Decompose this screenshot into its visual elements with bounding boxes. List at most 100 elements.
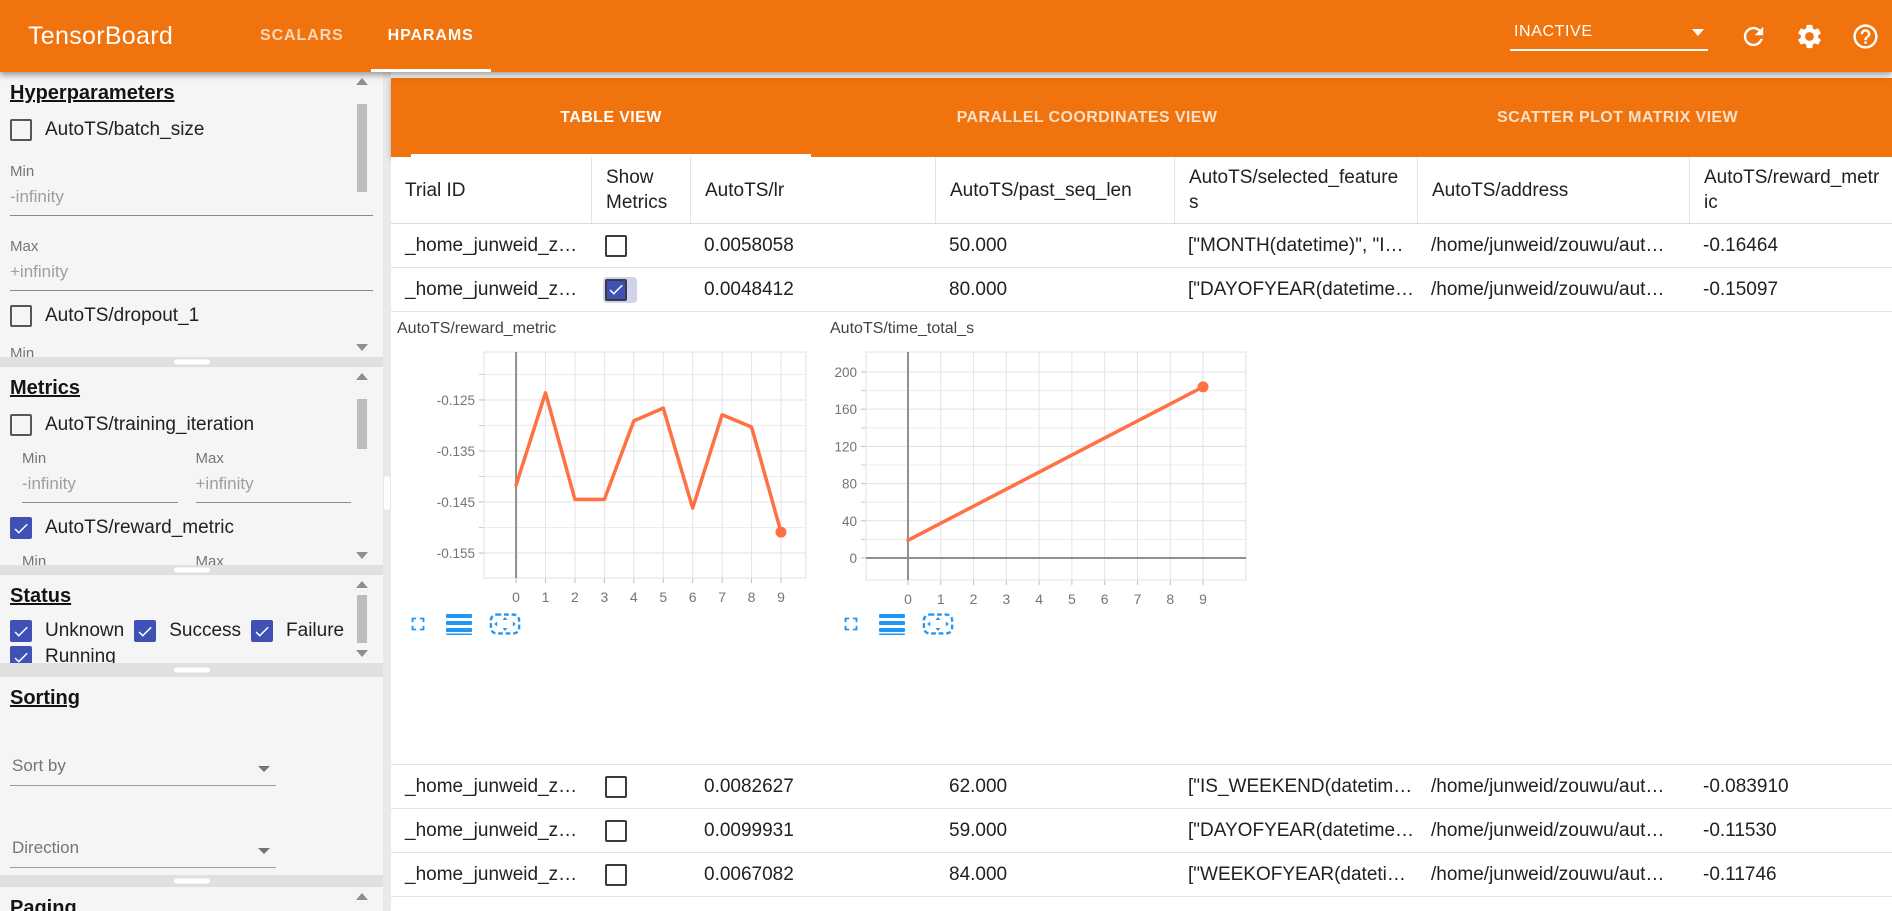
column-header-address[interactable]: AutoTS/address xyxy=(1417,157,1689,223)
svg-text:6: 6 xyxy=(1101,591,1109,607)
svg-text:-0.155: -0.155 xyxy=(437,546,475,561)
status-scrollbar xyxy=(355,579,369,659)
column-header-show-metrics[interactable]: Show Metrics xyxy=(591,157,690,223)
scroll-down-icon[interactable] xyxy=(356,552,368,559)
scroll-up-icon[interactable] xyxy=(356,581,368,588)
data-table-icon[interactable] xyxy=(446,613,472,635)
sort-by-placeholder: Sort by xyxy=(12,756,66,775)
svg-text:40: 40 xyxy=(842,514,857,529)
show-metrics-checkbox[interactable] xyxy=(605,234,627,257)
column-header-lr[interactable]: AutoTS/lr xyxy=(690,157,935,223)
scroll-up-icon[interactable] xyxy=(356,893,368,900)
min-input[interactable]: -infinity xyxy=(22,467,178,503)
past-seq-len-cell: 84.000 xyxy=(949,863,1008,885)
batch-size-checkbox[interactable] xyxy=(10,119,32,141)
address-cell: /home/junweid/zouwu/aut… xyxy=(1431,819,1665,841)
success-checkbox[interactable] xyxy=(134,620,157,642)
svg-text:7: 7 xyxy=(718,589,726,605)
max-label: Max xyxy=(195,553,224,565)
top-toolbar: TensorBoard SCALARS HPARAMS INACTIVE xyxy=(0,0,1892,72)
divider-handle[interactable] xyxy=(173,667,210,673)
max-label: Max xyxy=(195,450,224,467)
scroll-down-icon[interactable] xyxy=(356,650,368,657)
scrollbar-thumb[interactable] xyxy=(357,399,367,449)
divider-handle[interactable] xyxy=(173,878,210,884)
status-title: Status xyxy=(10,585,72,607)
dropout-checkbox[interactable] xyxy=(10,305,32,327)
svg-text:4: 4 xyxy=(1035,591,1043,607)
tab-scatter-plot-matrix-view[interactable]: SCATTER PLOT MATRIX VIEW xyxy=(1497,108,1738,126)
max-field: Max xyxy=(196,553,352,565)
column-header-reward-metric[interactable]: AutoTS/reward_metric xyxy=(1689,157,1892,223)
tab-parallel-coordinates-view[interactable]: PARALLEL COORDINATES VIEW xyxy=(956,108,1218,126)
show-metrics-checkbox[interactable] xyxy=(605,775,627,798)
selected-features-cell: ["IS_WEEKEND(datetim… xyxy=(1188,775,1413,797)
run-status-value: INACTIVE xyxy=(1514,23,1593,40)
sidebar-resize-splitter[interactable] xyxy=(383,72,391,911)
scroll-up-icon[interactable] xyxy=(356,373,368,380)
reward-metric-checkbox[interactable] xyxy=(10,517,32,539)
section-sorting: Sorting Sort by Direction xyxy=(0,677,383,875)
unknown-checkbox[interactable] xyxy=(10,620,32,642)
past-seq-len-cell: 80.000 xyxy=(949,278,1008,300)
show-metrics-checkbox[interactable] xyxy=(605,863,627,886)
paging-scrollbar xyxy=(355,891,369,907)
column-header-trial-id[interactable]: Trial ID xyxy=(405,179,466,201)
past-seq-len-cell: 50.000 xyxy=(949,234,1008,256)
scroll-down-icon[interactable] xyxy=(356,344,368,351)
direction-dropdown[interactable]: Direction xyxy=(10,838,276,868)
section-metrics: Metrics AutoTS/training_iteration Min -i… xyxy=(0,367,383,565)
scroll-up-icon[interactable] xyxy=(356,78,368,85)
gear-icon[interactable] xyxy=(1795,22,1824,51)
divider-handle[interactable] xyxy=(173,359,210,365)
table-row: _home_junweid_z… 0.0082627 62.000 ["IS_W… xyxy=(391,765,1892,809)
selected-features-cell: ["DAYOFYEAR(datetime… xyxy=(1188,819,1415,841)
sort-by-dropdown[interactable]: Sort by xyxy=(10,756,276,786)
training-iteration-checkbox[interactable] xyxy=(10,414,32,436)
reward-metric-cell: -0.11746 xyxy=(1703,863,1777,885)
min-input[interactable]: -infinity xyxy=(10,180,373,216)
refresh-icon[interactable] xyxy=(1739,22,1768,51)
running-label: Running xyxy=(45,646,116,663)
status-item-unknown: Unknown xyxy=(10,620,124,642)
fullscreen-icon[interactable] xyxy=(840,613,862,635)
time-total-line-chart[interactable]: 0 40 80 120 160 200 0 1 2 3 4 5 6 7 8 9 xyxy=(824,340,1254,608)
section-divider[interactable] xyxy=(0,875,383,887)
svg-text:160: 160 xyxy=(834,402,857,417)
scrollbar-thumb[interactable] xyxy=(357,104,367,192)
section-divider[interactable] xyxy=(0,357,383,367)
data-table-icon[interactable] xyxy=(879,613,905,635)
divider-handle[interactable] xyxy=(173,567,210,573)
min-label: Min xyxy=(22,450,47,467)
svg-text:-0.145: -0.145 xyxy=(437,495,475,510)
help-icon[interactable] xyxy=(1851,22,1880,51)
column-header-past-seq-len[interactable]: AutoTS/past_seq_len xyxy=(935,157,1174,223)
section-status: Status Unknown Success Failure Running xyxy=(0,575,383,663)
tab-table-view[interactable]: TABLE VIEW xyxy=(391,78,831,157)
failure-checkbox[interactable] xyxy=(251,620,274,642)
section-divider[interactable] xyxy=(0,663,383,677)
fit-to-view-icon[interactable] xyxy=(922,612,954,636)
reward-metric-line-chart[interactable]: -0.125 -0.135 -0.145 -0.155 0 1 2 3 4 5 6 7 8 9 xyxy=(391,340,821,608)
max-input[interactable]: +infinity xyxy=(195,467,351,503)
running-checkbox[interactable] xyxy=(10,646,32,663)
fit-to-view-icon[interactable] xyxy=(489,612,521,636)
show-metrics-checkbox[interactable] xyxy=(605,278,627,301)
tab-scalars[interactable]: SCALARS xyxy=(260,27,344,44)
table-row: _home_junweid_z… 0.0099931 59.000 ["DAYO… xyxy=(391,809,1892,853)
show-metrics-checkbox[interactable] xyxy=(605,819,627,842)
reward-metric-cell: -0.11530 xyxy=(1703,819,1777,841)
batch-size-min-field: Min -infinity xyxy=(10,163,373,216)
lr-cell: 0.0067082 xyxy=(704,863,794,885)
fullscreen-icon[interactable] xyxy=(407,613,429,635)
svg-text:2: 2 xyxy=(571,589,579,605)
section-divider[interactable] xyxy=(0,565,383,575)
show-metrics-cell xyxy=(591,809,690,852)
scrollbar-thumb[interactable] xyxy=(357,595,367,643)
max-input[interactable]: +infinity xyxy=(10,255,373,291)
column-header-selected-features[interactable]: AutoTS/selected_features xyxy=(1174,157,1417,223)
splitter-handle[interactable] xyxy=(384,476,390,510)
svg-text:0: 0 xyxy=(512,589,520,605)
tab-hparams[interactable]: HPARAMS xyxy=(366,0,496,72)
run-status-dropdown[interactable]: INACTIVE xyxy=(1510,21,1708,51)
